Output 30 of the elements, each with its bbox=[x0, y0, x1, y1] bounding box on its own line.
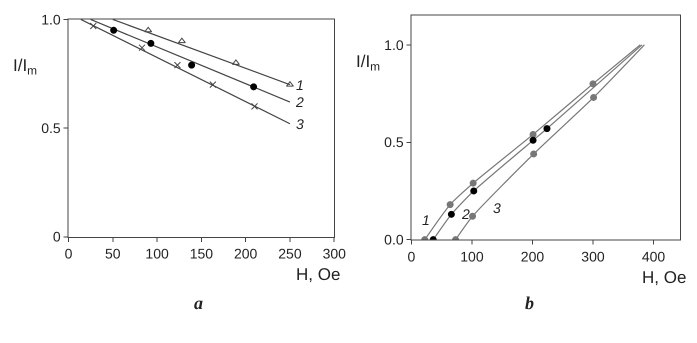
x-tick-label: 100 bbox=[145, 246, 169, 262]
text: b bbox=[525, 293, 534, 313]
x-tick-label: 200 bbox=[520, 248, 544, 264]
x-axis-title: H, Oe bbox=[296, 265, 340, 284]
annotation: 3 bbox=[296, 116, 304, 132]
y-axis-title: I/I$_{m}$ bbox=[356, 52, 380, 74]
y-tick-label: 0.0 bbox=[384, 232, 404, 248]
x-tick-label: 0 bbox=[408, 248, 416, 264]
annotation: 1 bbox=[296, 77, 304, 93]
annotation: 3 bbox=[493, 200, 501, 216]
x-tick-label: 50 bbox=[104, 246, 121, 262]
annotation: 1 bbox=[422, 212, 430, 228]
x-tick-label: 100 bbox=[460, 248, 484, 264]
x-tick-label: 0 bbox=[64, 246, 73, 262]
annotation: 2 bbox=[295, 94, 304, 110]
x-tick-label: 300 bbox=[322, 246, 346, 262]
x-tick-label: 200 bbox=[234, 246, 258, 262]
x-tick-label: 300 bbox=[581, 248, 605, 264]
text: a bbox=[194, 293, 203, 313]
x-tick-label: 150 bbox=[190, 246, 214, 262]
y-tick-label: 0 bbox=[52, 228, 61, 245]
y-tick-label: 0.5 bbox=[41, 120, 61, 136]
x-tick-label: 250 bbox=[278, 246, 302, 262]
x-tick-label: 400 bbox=[642, 248, 666, 264]
y-axis-title: I/I$_{m}$ bbox=[13, 56, 38, 78]
x-axis-title: H, Oe bbox=[642, 268, 686, 287]
y-tick-label: 0.5 bbox=[384, 134, 404, 150]
annotation: 2 bbox=[461, 206, 470, 222]
y-tick-label: 1.0 bbox=[41, 11, 61, 28]
y-tick-label: 1.0 bbox=[384, 36, 404, 53]
